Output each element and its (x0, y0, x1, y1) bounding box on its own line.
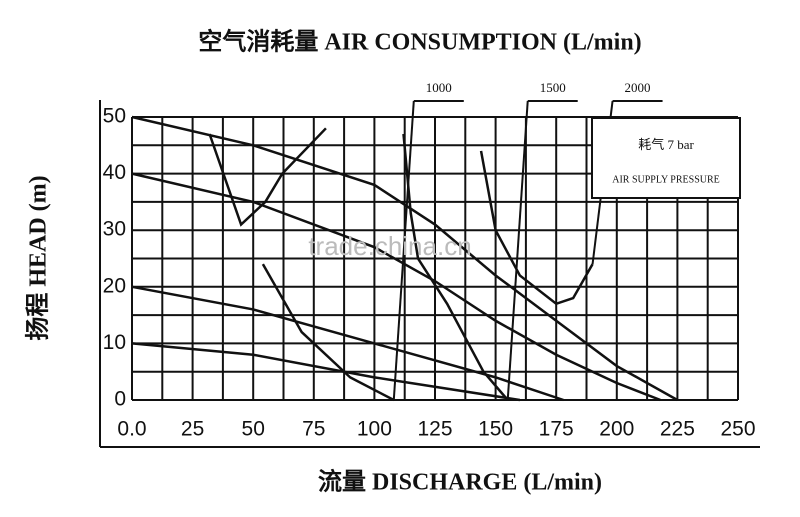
x-tick-label: 250 (720, 418, 755, 441)
series-label: 1500 (540, 80, 566, 95)
series-line (131, 342, 521, 402)
y-tick-label: 30 (103, 218, 126, 241)
x-axis-label: 流量 DISCHARGE (L/min) (318, 469, 602, 496)
series-line (479, 150, 594, 306)
y-tick-label: 10 (103, 331, 126, 354)
chart-title: 空气消耗量 AIR CONSUMPTION (L/min) (198, 28, 641, 56)
series-line (208, 127, 395, 402)
x-tick-label: 125 (417, 418, 452, 441)
y-axis-label: 扬程 HEAD (m) (25, 175, 52, 340)
series-line (131, 172, 661, 402)
series-line (402, 133, 509, 401)
label-leader (392, 100, 415, 401)
series-label: 1000 (426, 80, 452, 95)
watermark: trade.china.cn (308, 231, 471, 261)
x-tick-label: 25 (181, 418, 204, 441)
x-tick-label: 150 (478, 418, 513, 441)
annotation-box (591, 117, 741, 199)
y-tick-label: 40 (103, 161, 126, 184)
y-tick-label: 20 (103, 274, 126, 297)
plot: 0.0 25 50 75 100 125 150 175 200 225 250 0 10 20 30 40 5… (103, 80, 756, 441)
x-tick-label: 225 (660, 418, 695, 441)
x-tick-label: 0.0 (117, 418, 146, 441)
label-leader (506, 100, 529, 401)
x-tick-label: 175 (539, 418, 574, 441)
x-tick-label: 50 (242, 418, 265, 441)
series-label: 2000 (625, 80, 651, 95)
x-tick-label: 100 (357, 418, 392, 441)
series-line (131, 285, 564, 402)
annotation-text: 耗气 7 bar (638, 137, 694, 152)
x-tick-label: 200 (599, 418, 634, 441)
annotation-text: AIR SUPPLY PRESSURE (612, 174, 720, 185)
series-line (131, 115, 679, 402)
x-tick-label: 75 (302, 418, 325, 441)
y-tick-label: 50 (103, 105, 126, 128)
y-tick-label: 0 (114, 388, 126, 411)
